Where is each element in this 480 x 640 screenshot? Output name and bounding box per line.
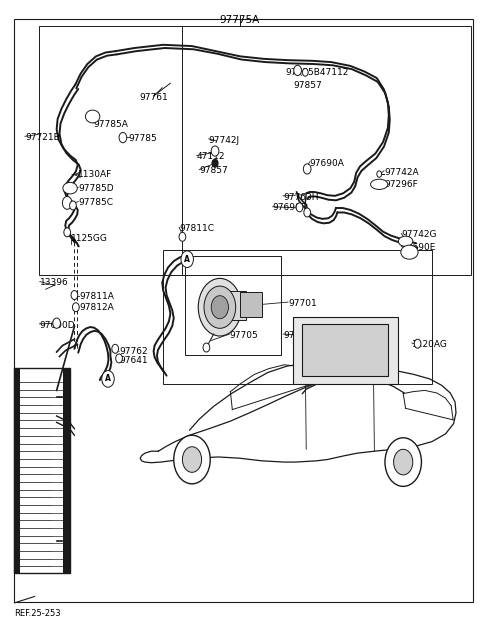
Text: 97690D: 97690D (39, 321, 75, 330)
Circle shape (182, 447, 202, 472)
Circle shape (385, 438, 421, 486)
Text: 97641: 97641 (119, 356, 148, 365)
Bar (240, 292, 262, 317)
Text: 1120AG: 1120AG (412, 340, 448, 349)
Ellipse shape (371, 179, 388, 189)
Text: 97812A: 97812A (79, 303, 114, 312)
Text: A: A (184, 255, 190, 264)
Circle shape (203, 343, 210, 352)
Text: 97690E: 97690E (401, 243, 436, 252)
Circle shape (72, 303, 79, 312)
Circle shape (181, 251, 193, 268)
Circle shape (64, 228, 71, 237)
Text: 97762: 97762 (119, 348, 148, 356)
Text: 97690F: 97690F (273, 204, 307, 212)
Text: 47112: 47112 (197, 152, 225, 161)
Bar (220, 291, 246, 320)
Circle shape (304, 208, 311, 217)
Circle shape (294, 65, 301, 76)
Circle shape (116, 354, 122, 363)
Circle shape (414, 339, 421, 348)
Circle shape (211, 146, 219, 156)
Text: 97296F: 97296F (384, 180, 418, 189)
Circle shape (179, 232, 186, 241)
Text: 97785C: 97785C (78, 198, 113, 207)
Circle shape (212, 159, 218, 167)
Text: 97857: 97857 (199, 166, 228, 175)
Text: 97721B: 97721B (25, 133, 60, 142)
Text: 97857: 97857 (294, 81, 323, 90)
Text: 97742G: 97742G (401, 230, 437, 239)
Ellipse shape (85, 110, 100, 123)
Circle shape (102, 371, 114, 387)
Ellipse shape (401, 245, 418, 259)
Ellipse shape (63, 182, 77, 194)
Bar (14, 368, 20, 573)
Circle shape (296, 203, 303, 212)
Circle shape (174, 435, 210, 484)
Text: 97690A: 97690A (310, 159, 345, 168)
Bar (185, 256, 281, 355)
FancyBboxPatch shape (302, 324, 388, 376)
Text: 97761: 97761 (139, 93, 168, 102)
Circle shape (303, 164, 311, 174)
Bar (163, 250, 432, 384)
Circle shape (204, 286, 236, 328)
Text: 97701: 97701 (288, 299, 317, 308)
Circle shape (302, 68, 308, 76)
Circle shape (211, 296, 228, 319)
Circle shape (53, 318, 60, 328)
Text: 97775A: 97775A (220, 15, 260, 26)
Text: 97300D: 97300D (283, 331, 319, 340)
Bar (63, 368, 70, 573)
Text: 97785B47112: 97785B47112 (286, 68, 349, 77)
Circle shape (119, 132, 127, 143)
Text: 1125GG: 1125GG (71, 234, 108, 243)
Circle shape (71, 291, 78, 300)
Bar (39, 26, 471, 275)
Circle shape (70, 201, 76, 210)
FancyBboxPatch shape (293, 317, 398, 384)
Circle shape (377, 171, 382, 177)
Text: A: A (105, 374, 111, 383)
Text: 97811A: 97811A (79, 292, 114, 301)
Circle shape (198, 278, 241, 336)
Circle shape (394, 449, 413, 475)
Text: 97705: 97705 (229, 331, 258, 340)
Text: 97785: 97785 (129, 134, 157, 143)
Circle shape (62, 196, 72, 209)
Text: 13396: 13396 (40, 278, 69, 287)
Circle shape (112, 344, 119, 353)
Bar (14, 368, 70, 573)
Ellipse shape (398, 236, 413, 246)
Text: 97811C: 97811C (179, 224, 214, 233)
Text: 97742J: 97742J (209, 136, 240, 145)
Text: 97785A: 97785A (94, 120, 129, 129)
Text: 97742A: 97742A (384, 168, 419, 177)
Bar (19, 372, 53, 568)
Text: 97763H: 97763H (283, 193, 319, 202)
Text: 1130AF: 1130AF (78, 170, 112, 179)
Text: 97785D: 97785D (78, 184, 114, 193)
Text: REF.25-253: REF.25-253 (14, 609, 61, 618)
